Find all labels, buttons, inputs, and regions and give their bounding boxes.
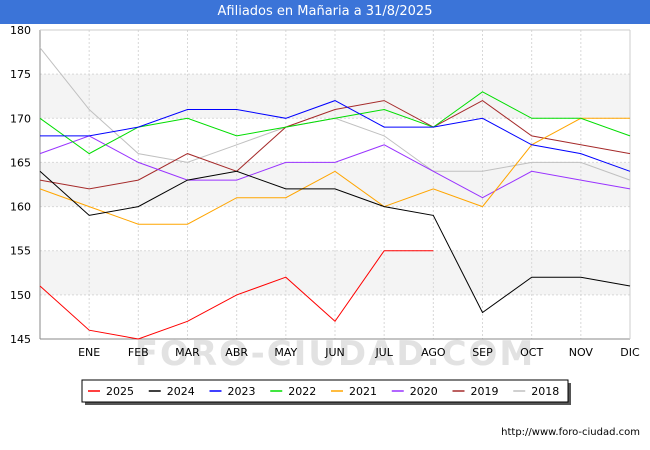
legend-label-2021: 2021 bbox=[349, 385, 377, 398]
x-tick-label: FEB bbox=[128, 346, 149, 359]
legend-label-2024: 2024 bbox=[167, 385, 195, 398]
legend-box bbox=[81, 379, 569, 403]
legend: 2025 2024 2023 2022 2021 2020 2019 2018 bbox=[81, 379, 571, 405]
series-lines bbox=[39, 47, 631, 340]
series-line-2024 bbox=[39, 170, 631, 314]
y-tick-label: 155 bbox=[10, 245, 31, 258]
legend-label-2023: 2023 bbox=[228, 385, 256, 398]
y-tick-label: 170 bbox=[10, 112, 31, 125]
y-tick-label: 165 bbox=[10, 156, 31, 169]
x-tick-label: MAR bbox=[175, 346, 200, 359]
x-tick-label: ABR bbox=[225, 346, 248, 359]
x-tick-label: JUL bbox=[374, 346, 393, 359]
series-line-2025 bbox=[39, 250, 434, 340]
series-line-2019 bbox=[39, 100, 631, 190]
x-tick-label: ENE bbox=[78, 346, 100, 359]
x-tick-label: OCT bbox=[520, 346, 543, 359]
watermark: FORO-CIUDAD.COM bbox=[135, 334, 536, 374]
x-tick-label: NOV bbox=[569, 346, 594, 359]
x-tick-label: JUN bbox=[324, 346, 345, 359]
y-tick-label: 180 bbox=[10, 24, 31, 37]
legend-label-2019: 2019 bbox=[471, 385, 499, 398]
legend-label-2025: 2025 bbox=[106, 385, 134, 398]
legend-label-2018: 2018 bbox=[531, 385, 559, 398]
y-tick-label: 150 bbox=[10, 289, 31, 302]
x-tick-labels: ENE FEB MAR ABR MAY JUN JUL AGO SEP OCT NOV DIC bbox=[78, 346, 640, 359]
footer-url[interactable]: http://www.foro-ciudad.com bbox=[501, 427, 640, 438]
legend-label-2020: 2020 bbox=[410, 385, 438, 398]
y-tick-label: 175 bbox=[10, 68, 31, 81]
legend-label-2022: 2022 bbox=[288, 385, 316, 398]
plot-band bbox=[40, 250, 630, 295]
y-tick-label: 145 bbox=[10, 333, 31, 346]
y-tick-labels: 145 150 155 160 165 170 175 180 bbox=[10, 24, 31, 346]
x-tick-label: MAY bbox=[274, 346, 297, 359]
series-line-2023 bbox=[40, 100, 631, 172]
chart-title: Afiliados en Mañaria a 31/8/2025 bbox=[0, 0, 650, 24]
y-tick-label: 160 bbox=[10, 201, 31, 214]
x-tick-label: DIC bbox=[620, 346, 640, 359]
x-tick-label: AGO bbox=[421, 346, 446, 359]
series-line-2020 bbox=[39, 135, 631, 199]
x-tick-label: SEP bbox=[472, 346, 493, 359]
